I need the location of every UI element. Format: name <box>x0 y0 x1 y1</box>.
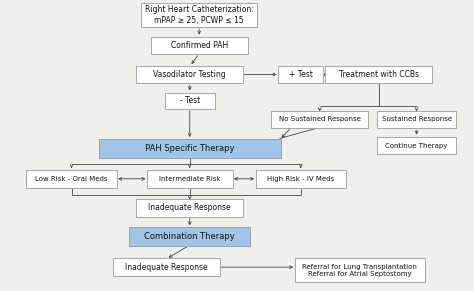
FancyBboxPatch shape <box>151 37 248 54</box>
Text: Inadequate Response: Inadequate Response <box>148 203 231 212</box>
FancyBboxPatch shape <box>255 170 346 188</box>
Text: Referral for Lung Transplantation
Referral for Atrial Septostomy: Referral for Lung Transplantation Referr… <box>302 264 417 276</box>
Text: Inadequate Response: Inadequate Response <box>125 263 208 272</box>
FancyBboxPatch shape <box>147 170 233 188</box>
FancyBboxPatch shape <box>141 3 257 27</box>
FancyBboxPatch shape <box>377 111 456 128</box>
Text: High Risk - IV Meds: High Risk - IV Meds <box>267 176 334 182</box>
Text: Vasodilator Testing: Vasodilator Testing <box>154 70 226 79</box>
Text: Continue Therapy: Continue Therapy <box>385 143 448 148</box>
Text: No Sustained Response: No Sustained Response <box>279 116 361 123</box>
Text: Sustained Response: Sustained Response <box>382 116 452 123</box>
FancyBboxPatch shape <box>137 199 243 217</box>
FancyBboxPatch shape <box>271 111 368 128</box>
FancyBboxPatch shape <box>113 258 219 276</box>
FancyBboxPatch shape <box>295 258 425 282</box>
FancyBboxPatch shape <box>137 66 243 84</box>
Text: Treatment with CCBs: Treatment with CCBs <box>339 70 419 79</box>
Text: Confirmed PAH: Confirmed PAH <box>171 41 228 50</box>
FancyBboxPatch shape <box>377 137 456 154</box>
FancyBboxPatch shape <box>278 66 323 84</box>
FancyBboxPatch shape <box>27 170 117 188</box>
Text: - Test: - Test <box>180 96 200 105</box>
FancyBboxPatch shape <box>164 93 215 109</box>
Text: PAH Specific Therapy: PAH Specific Therapy <box>145 144 235 153</box>
FancyBboxPatch shape <box>325 66 432 84</box>
Text: Combination Therapy: Combination Therapy <box>145 232 235 241</box>
FancyBboxPatch shape <box>129 228 250 246</box>
Text: Intermediate Risk: Intermediate Risk <box>159 176 220 182</box>
Text: Right Heart Catheterization:
mPAP ≥ 25, PCWP ≤ 15: Right Heart Catheterization: mPAP ≥ 25, … <box>145 6 254 25</box>
FancyBboxPatch shape <box>99 139 281 158</box>
Text: Low Risk - Oral Meds: Low Risk - Oral Meds <box>36 176 108 182</box>
Text: + Test: + Test <box>289 70 313 79</box>
